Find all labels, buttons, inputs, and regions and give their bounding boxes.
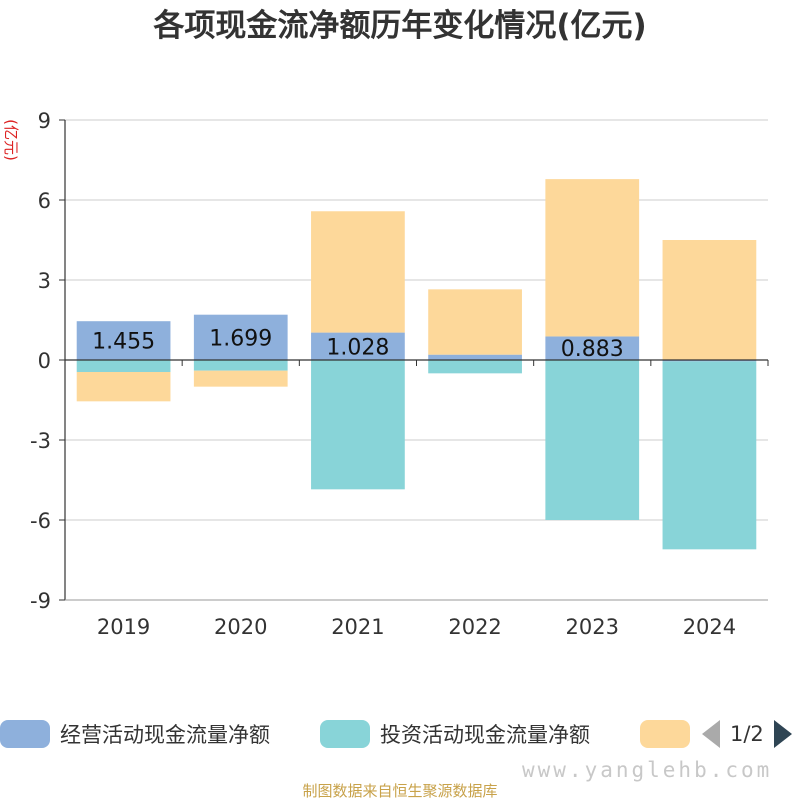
x-tick-label: 2024 (683, 615, 736, 639)
bar-0-2020 (193, 314, 288, 360)
legend-next-page-icon[interactable] (773, 720, 792, 748)
bar-1-2019 (76, 360, 171, 372)
bar-2-2022 (428, 289, 522, 355)
bar-2-2021 (311, 211, 405, 333)
y-tick-label: 9 (38, 109, 51, 133)
bar-2-2019 (76, 372, 171, 402)
data-label: 1.455 (92, 330, 155, 355)
bar-1-2023 (545, 360, 640, 520)
x-tick-label: 2022 (448, 615, 501, 639)
legend-swatch-operating (0, 720, 50, 748)
bar-0-2021 (311, 332, 405, 360)
y-tick-label: 3 (38, 269, 51, 293)
bar-1-2022 (428, 360, 522, 374)
legend-page-indicator: 1/2 (730, 722, 764, 746)
legend-item-financing[interactable] (640, 716, 690, 752)
legend-label-operating: 经营活动现金流量净额 (60, 723, 270, 747)
x-tick-label: 2019 (97, 615, 150, 639)
source-note: 制图数据来自恒生聚源数据库 (302, 782, 498, 800)
legend-prev-page-icon[interactable] (702, 720, 720, 748)
bar-0-2022 (428, 354, 522, 360)
legend-pager: 1/2 (702, 717, 792, 751)
y-tick-label: -3 (30, 429, 51, 453)
bar-0-2023 (545, 336, 640, 360)
watermark: www.yanglehb.com (522, 758, 773, 782)
data-label: 1.028 (326, 335, 389, 360)
y-tick-label: 0 (38, 349, 51, 373)
bar-1-2021 (311, 360, 405, 490)
legend-item-operating[interactable]: 经营活动现金流量净额 (0, 716, 270, 752)
bar-0-2019 (76, 321, 171, 360)
data-label: 1.699 (209, 326, 272, 351)
bar-2-2020 (193, 370, 288, 387)
bar-2-2023 (545, 179, 640, 337)
legend-swatch-financing (640, 720, 690, 748)
x-tick-label: 2020 (214, 615, 267, 639)
y-tick-label: -9 (30, 589, 51, 613)
data-label: 0.883 (561, 337, 624, 362)
y-tick-label: -6 (30, 509, 51, 533)
legend-swatch-investing (320, 720, 370, 748)
legend-item-investing[interactable]: 投资活动现金流量净额 (320, 716, 590, 752)
y-tick-label: 6 (38, 189, 51, 213)
y-axis-title: (亿元) (2, 119, 20, 161)
chart-title: 各项现金流净额历年变化情况(亿元) (153, 8, 647, 44)
x-tick-label: 2023 (566, 615, 619, 639)
bar-1-2024 (662, 361, 757, 550)
bar-0-2024 (662, 360, 757, 362)
bar-1-2020 (193, 360, 288, 371)
x-tick-label: 2021 (331, 615, 384, 639)
bar-2-2024 (662, 240, 757, 360)
legend-label-investing: 投资活动现金流量净额 (380, 723, 590, 747)
